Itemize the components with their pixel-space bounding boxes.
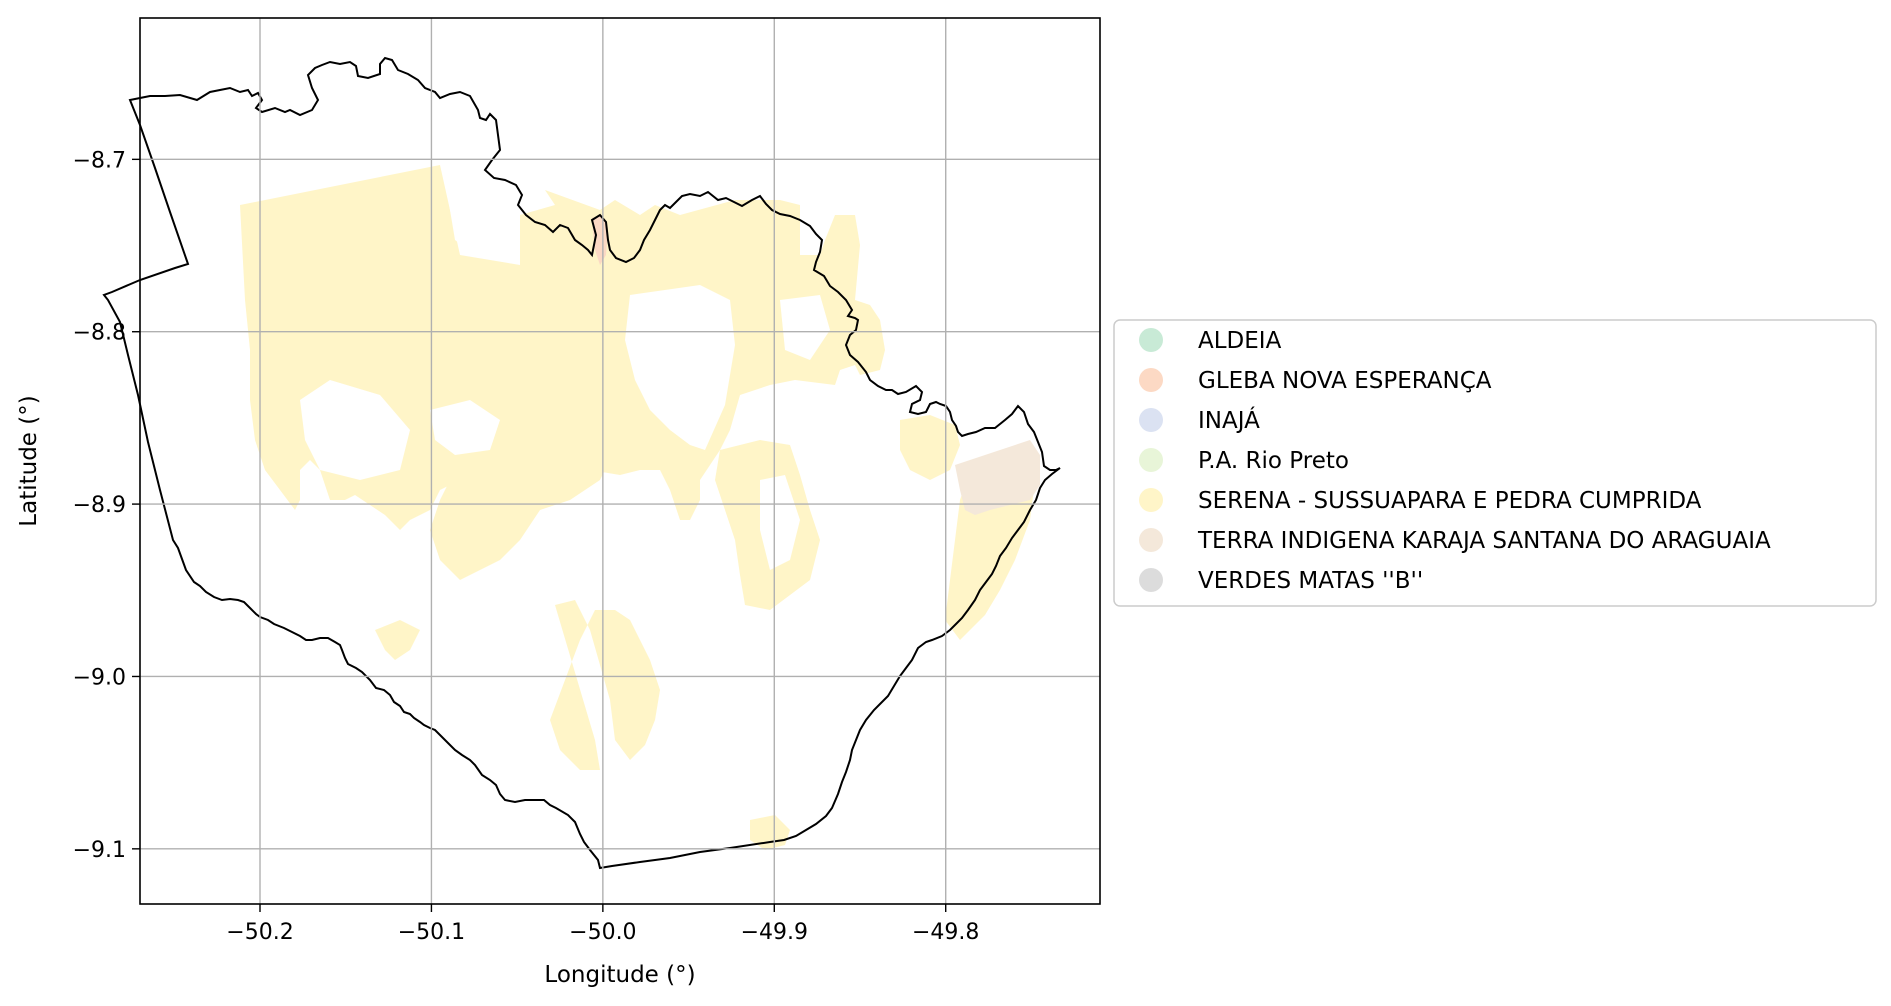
y-tick-label: −9.1 (73, 838, 126, 863)
y-tick-label: −9.0 (73, 665, 126, 690)
y-tick-label: −8.7 (73, 148, 126, 173)
legend-marker (1139, 328, 1163, 352)
y-tick-label: −8.9 (73, 493, 126, 518)
legend-marker (1139, 528, 1163, 552)
legend: ALDEIA GLEBA NOVA ESPERANÇA INAJÁ P.A. Rio … (1114, 320, 1876, 606)
legend-marker (1139, 568, 1163, 592)
legend-label: VERDES MATAS ''B'' (1198, 568, 1423, 594)
x-tick-label: −49.8 (912, 920, 979, 945)
plot-area (104, 18, 1100, 904)
x-tick-label: −49.9 (741, 920, 808, 945)
legend-label: SERENA - SUSSUAPARA E PEDRA CUMPRIDA (1198, 488, 1702, 514)
x-tick-label: −50.2 (226, 920, 293, 945)
y-axis-ticks: −8.7 −8.8 −8.9 −9.0 −9.1 (73, 148, 140, 862)
x-axis-label: Longitude (°) (544, 962, 695, 988)
legend-marker (1139, 408, 1163, 432)
legend-label: INAJÁ (1198, 406, 1260, 434)
legend-marker (1139, 368, 1163, 392)
y-tick-label: −8.8 (73, 321, 126, 346)
legend-marker (1139, 488, 1163, 512)
legend-label: GLEBA NOVA ESPERANÇA (1198, 368, 1492, 394)
x-tick-label: −50.0 (569, 920, 636, 945)
y-axis-label: Latitude (°) (16, 395, 42, 526)
x-tick-label: −50.1 (398, 920, 465, 945)
legend-marker (1139, 448, 1163, 472)
legend-label: P.A. Rio Preto (1198, 448, 1349, 474)
legend-label: ALDEIA (1198, 328, 1282, 354)
legend-label: TERRA INDIGENA KARAJA SANTANA DO ARAGUAI… (1197, 528, 1771, 554)
x-axis-ticks: −50.2 −50.1 −50.0 −49.9 −49.8 (226, 904, 979, 945)
